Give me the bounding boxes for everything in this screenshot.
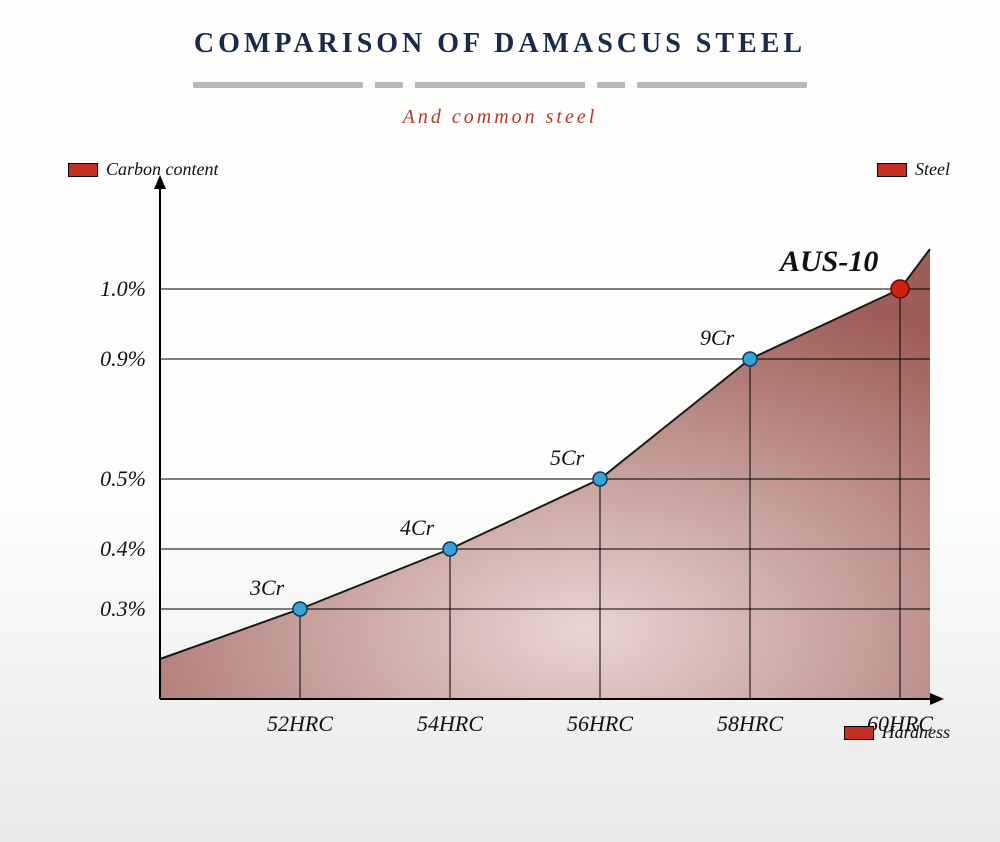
divider-segment [375,82,403,88]
y-tick-label: 0.5% [100,466,146,491]
point-marker-main [891,280,909,298]
point-marker [443,542,457,556]
legend-carbon-label: Carbon content [106,159,219,180]
divider-segment [193,82,363,88]
legend-carbon: Carbon content [68,159,219,180]
subtitle: And common steel [0,106,1000,129]
point-label: 4Cr [400,515,435,540]
legend-carbon-swatch [68,163,98,177]
legend-hardness-label: Hardness [882,722,950,743]
page-title: COMPARISON OF DAMASCUS STEEL [0,0,1000,60]
legend-steel: Steel [877,159,950,180]
legend-steel-label: Steel [915,159,950,180]
area-fill [160,249,930,699]
point-marker [293,602,307,616]
legend-hardness: Hardness [844,722,950,743]
point-marker [743,352,757,366]
x-tick-label: 56HRC [567,711,633,736]
point-label: 9Cr [700,325,735,350]
point-marker [593,472,607,486]
y-tick-label: 0.3% [100,596,146,621]
y-tick-label: 0.9% [100,346,146,371]
x-tick-label: 54HRC [417,711,483,736]
legend-hardness-swatch [844,726,874,740]
point-label: AUS-10 [778,245,878,278]
point-label: 5Cr [550,445,585,470]
legend-steel-swatch [877,163,907,177]
y-tick-label: 0.4% [100,536,146,561]
title-divider [0,82,1000,88]
y-tick-label: 1.0% [100,276,146,301]
divider-segment [637,82,807,88]
chart-container: Carbon content Steel Hardness 0.3%0.4%0.… [50,159,950,779]
x-axis-arrow-icon [930,693,944,705]
chart-svg: 0.3% 0.4% 0.5% 0.9% 1.0% 52HRC 54HRC 56HRC 58HRC… [50,159,950,779]
x-tick-label: 52HRC [267,711,333,736]
divider-segment [415,82,585,88]
x-tick-label: 58HRC [717,711,783,736]
point-label: 3Cr [249,575,285,600]
divider-segment [597,82,625,88]
